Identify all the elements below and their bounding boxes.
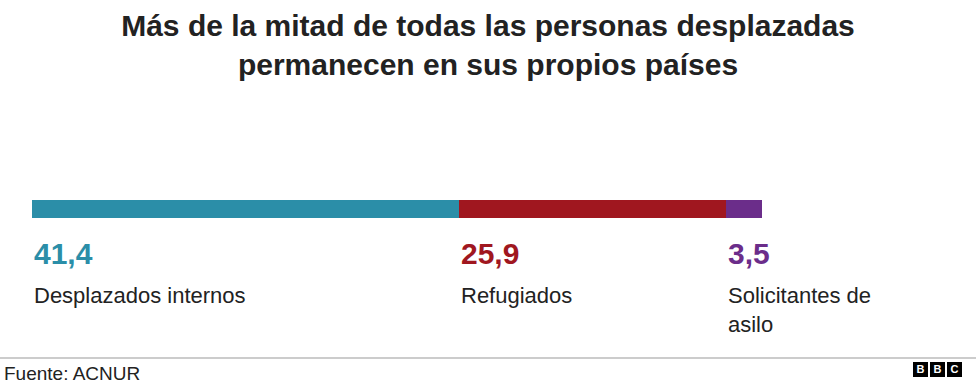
svg-text:Desplazados internos: Desplazados internos <box>34 283 246 308</box>
svg-text:3,5: 3,5 <box>728 237 770 270</box>
svg-text:25,9: 25,9 <box>461 237 519 270</box>
html-text:B: B <box>933 363 942 375</box>
svg-text:Refugiados: Refugiados <box>461 283 572 308</box>
svg-text:Fuente: ACNUR: Fuente: ACNUR <box>4 363 140 384</box>
svg-text:41,4: 41,4 <box>34 237 93 270</box>
svg-text:Más de la mitad de todas las p: Más de la mitad de todas las personas de… <box>121 9 855 81</box>
html-text:C: C <box>950 363 959 375</box>
html-text:B: B <box>916 363 925 375</box>
svg-text:Solicitantes deasilo: Solicitantes deasilo <box>728 283 871 337</box>
